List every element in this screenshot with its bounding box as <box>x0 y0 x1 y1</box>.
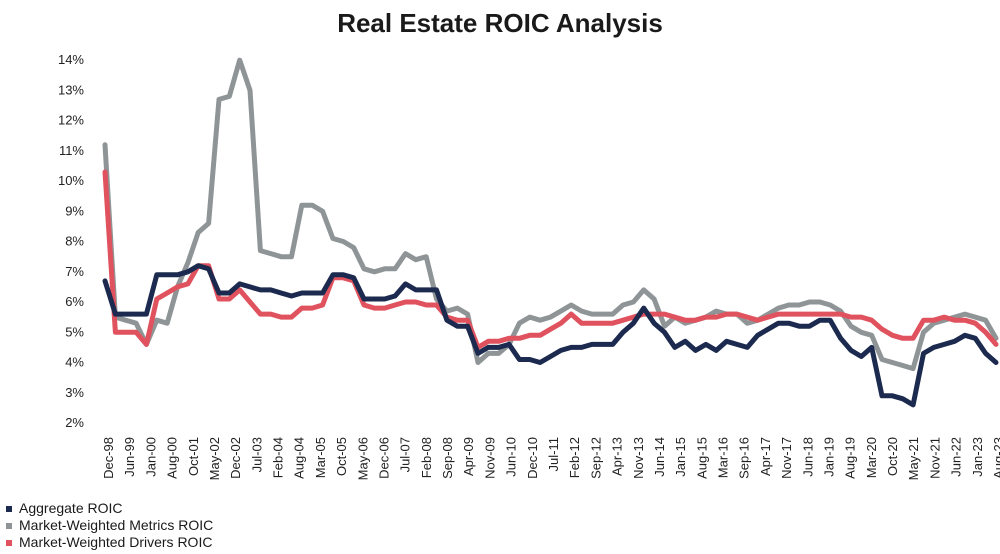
x-tick-label: Aug-00 <box>165 437 180 479</box>
legend-item-aggregate: Aggregate ROIC <box>6 500 213 517</box>
x-tick-label: Jun-10 <box>504 437 519 477</box>
x-tick-label: Jan-15 <box>673 437 688 477</box>
x-axis-tick-labels: Dec-98 Jun-99 Jan-00 Aug-00 Oct-01 May-02 Dec-… <box>101 437 1000 480</box>
x-tick-label: Feb-04 <box>271 437 286 478</box>
y-tick-label: 5% <box>65 324 84 339</box>
x-tick-label: Jul-07 <box>398 437 413 472</box>
series-line-aggregate-roic <box>102 263 999 408</box>
x-tick-label: Nov-13 <box>631 437 646 479</box>
legend-label-aggregate: Aggregate ROIC <box>19 500 123 516</box>
chart-title: Real Estate ROIC Analysis <box>337 8 663 38</box>
y-tick-label: 2% <box>65 415 84 430</box>
x-tick-label: Jun-18 <box>800 437 815 477</box>
y-tick-label: 7% <box>65 264 84 279</box>
x-tick-label: Jun-14 <box>652 437 667 477</box>
x-tick-label: Jan-19 <box>821 437 836 477</box>
x-tick-label: May-06 <box>355 437 370 480</box>
x-tick-label: Jul-03 <box>249 437 264 472</box>
y-tick-label: 6% <box>65 294 84 309</box>
legend-label-drivers: Market-Weighted Drivers ROIC <box>19 534 213 550</box>
legend-item-metrics: Market-Weighted Metrics ROIC <box>6 517 213 534</box>
x-tick-label: Jan-00 <box>143 437 158 477</box>
x-tick-label: Mar-20 <box>864 437 879 478</box>
x-tick-label: Aug-04 <box>292 437 307 479</box>
y-tick-label: 10% <box>58 173 84 188</box>
y-tick-label: 12% <box>58 113 84 128</box>
x-tick-label: Oct-20 <box>885 437 900 476</box>
x-tick-label: Nov-17 <box>779 437 794 479</box>
y-tick-label: 4% <box>65 355 84 370</box>
chart-legend: Aggregate ROIC Market-Weighted Metrics R… <box>6 500 213 551</box>
legend-item-drivers: Market-Weighted Drivers ROIC <box>6 534 213 551</box>
x-tick-label: Feb-08 <box>419 437 434 478</box>
x-tick-label: Jan-23 <box>970 437 985 477</box>
x-tick-label: Dec-10 <box>525 437 540 479</box>
x-tick-label: Mar-16 <box>716 437 731 478</box>
legend-swatch-aggregate <box>6 505 12 512</box>
x-tick-label: Oct-01 <box>186 437 201 476</box>
x-tick-label: Jun-22 <box>949 437 964 477</box>
y-axis-tick-labels: 2% 3% 4% 5% 6% 7% 8% 9% 10% 11% 12% 13% 14% <box>58 52 84 430</box>
x-tick-label: Aug-19 <box>843 437 858 479</box>
x-tick-label: Jun-99 <box>122 437 137 477</box>
series-line-market-weighted-drivers-roic <box>102 169 999 350</box>
y-tick-label: 13% <box>58 82 84 97</box>
x-tick-label: Aug-15 <box>694 437 709 479</box>
y-tick-label: 9% <box>65 203 84 218</box>
x-tick-label: Dec-02 <box>228 437 243 479</box>
series-lines <box>102 57 999 408</box>
x-tick-label: Feb-12 <box>567 437 582 478</box>
x-tick-label: May-02 <box>207 437 222 480</box>
x-tick-label: Nov-09 <box>482 437 497 479</box>
x-tick-label: Apr-17 <box>758 437 773 476</box>
x-tick-label: Sep-16 <box>737 437 752 479</box>
x-tick-label: Jul-11 <box>546 437 561 471</box>
x-tick-label: Apr-09 <box>461 437 476 476</box>
x-tick-label: Nov-21 <box>927 437 942 479</box>
y-tick-label: 8% <box>65 234 84 249</box>
series-line-market-weighted-metrics-roic <box>102 57 999 372</box>
x-tick-label: Sep-08 <box>440 437 455 479</box>
x-tick-label: Apr-13 <box>610 437 625 476</box>
x-tick-label: Mar-05 <box>313 437 328 478</box>
x-tick-label: Sep-12 <box>588 437 603 479</box>
y-tick-label: 11% <box>59 143 84 158</box>
y-tick-label: 3% <box>65 385 84 400</box>
x-tick-label: Aug-23 <box>991 437 1000 479</box>
x-tick-label: Dec-06 <box>376 437 391 479</box>
legend-label-metrics: Market-Weighted Metrics ROIC <box>19 517 214 533</box>
x-tick-label: Oct-05 <box>334 437 349 476</box>
x-tick-label: May-21 <box>906 437 921 480</box>
legend-swatch-metrics <box>6 522 12 529</box>
y-tick-label: 14% <box>58 52 84 67</box>
legend-swatch-drivers <box>6 539 12 546</box>
x-tick-label: Dec-98 <box>101 437 116 479</box>
